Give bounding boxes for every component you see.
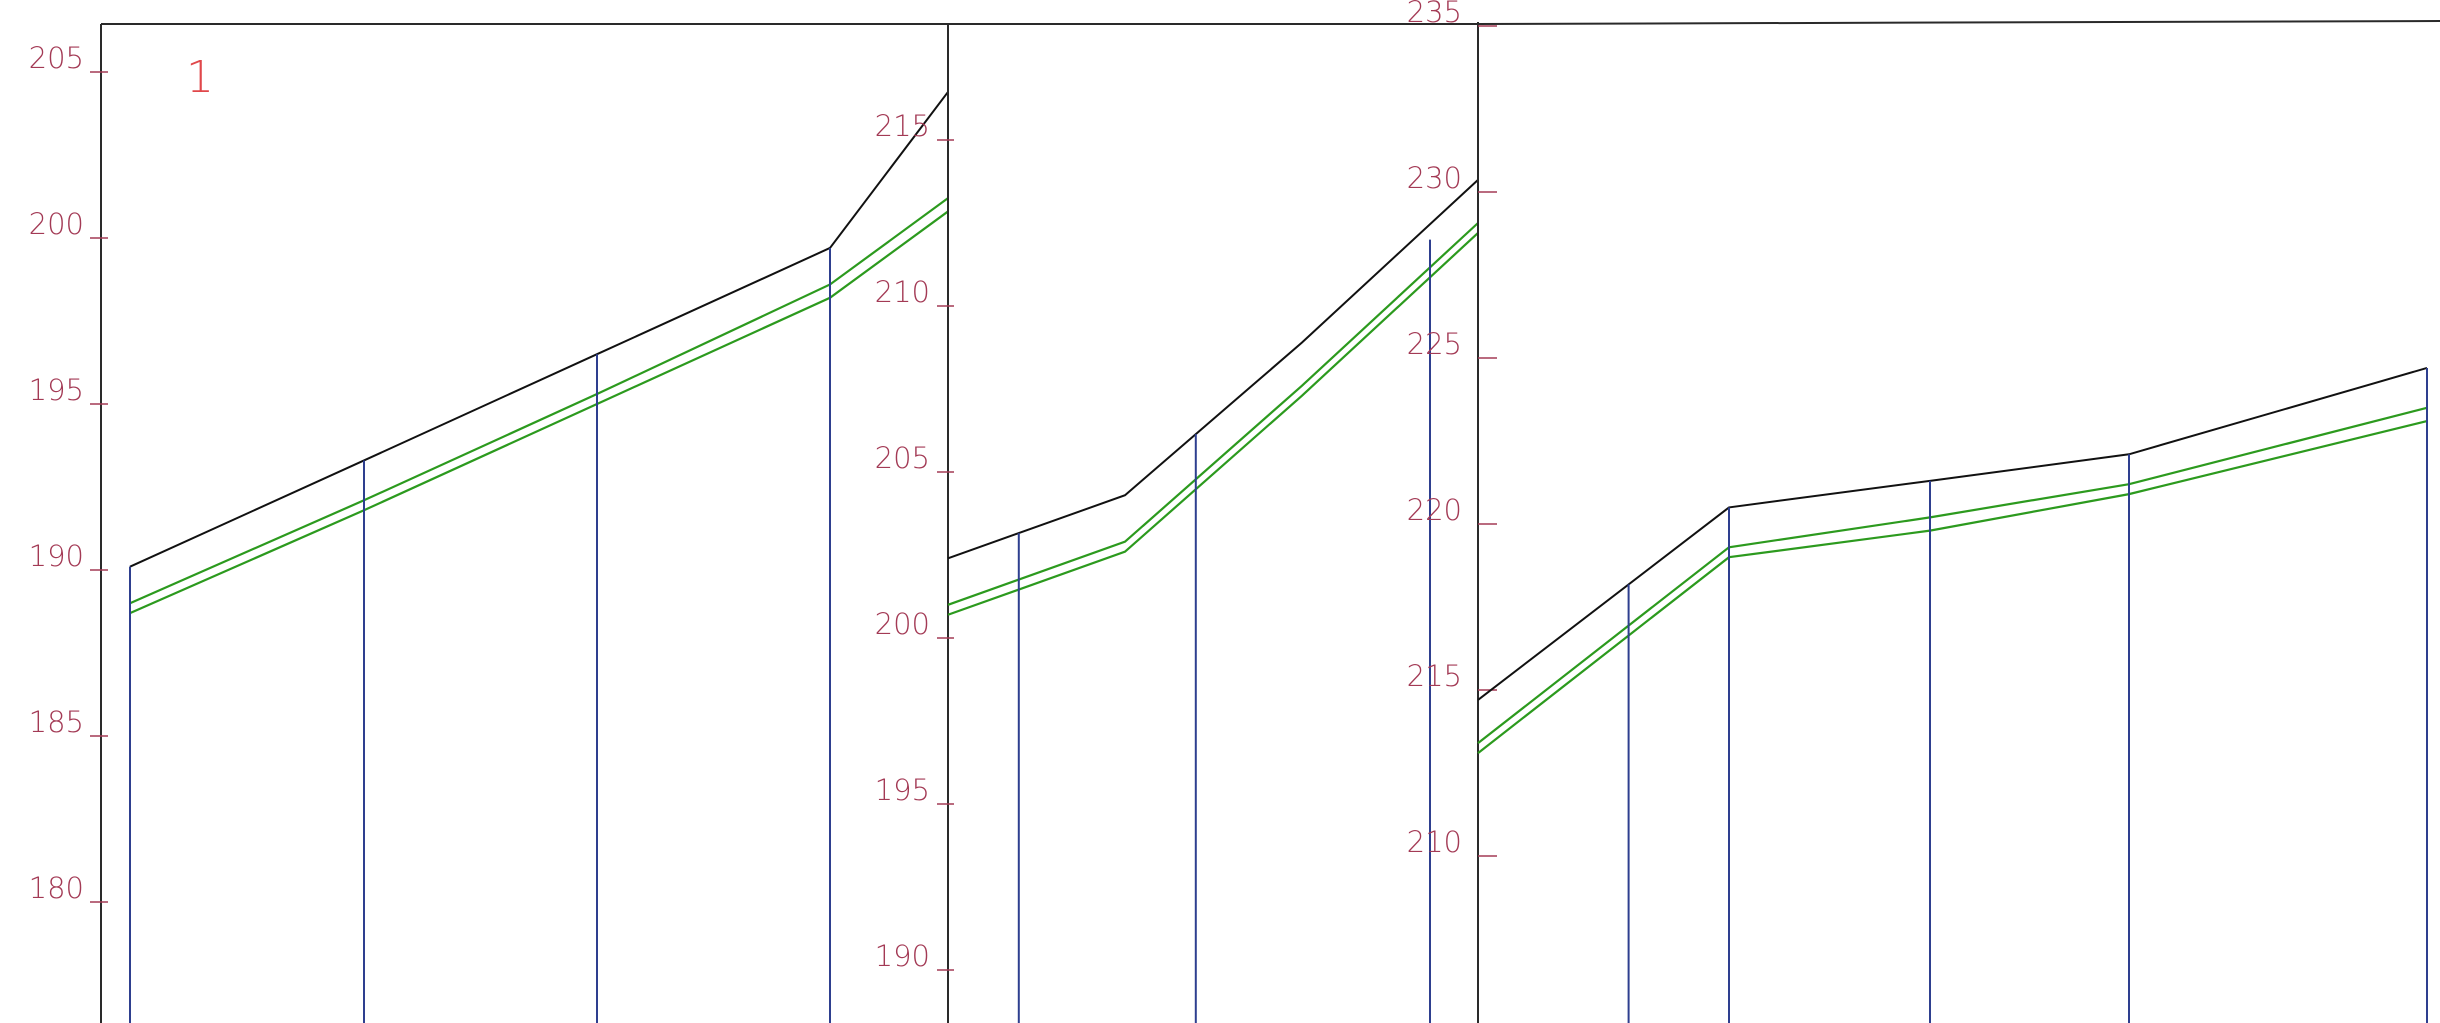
series-line-1 <box>1477 366 2428 701</box>
y-tick-label-205: 205 <box>29 41 84 75</box>
series-line-1 <box>129 91 949 568</box>
series-line-3 <box>129 210 949 615</box>
y-tick-label-190: 190 <box>29 539 84 573</box>
y-tick-label-225: 225 <box>1407 327 1462 361</box>
y-tick-label-220: 220 <box>1407 493 1462 527</box>
y-tick-label-200: 200 <box>875 607 930 641</box>
series-line-2 <box>129 197 949 605</box>
y-tick-label-200: 200 <box>29 207 84 241</box>
y-tick-label-190: 190 <box>875 939 930 973</box>
y-tick-label-215: 215 <box>875 109 930 143</box>
profile-panel-2: 190 195 200 205 210 215 <box>875 24 1479 1023</box>
series-line-2 <box>1477 406 2428 744</box>
y-tick-label-205: 205 <box>875 441 930 475</box>
y-tick-label-195: 195 <box>29 373 84 407</box>
series-line-3 <box>947 232 1479 616</box>
y-tick-label-180: 180 <box>29 871 84 905</box>
y-tick-label-210: 210 <box>875 275 930 309</box>
series-line-2 <box>947 222 1479 606</box>
series-line-1 <box>947 179 1479 560</box>
series-line-3 <box>1477 420 2428 754</box>
y-tick-label-185: 185 <box>29 705 84 739</box>
profile-panel-1: 180 185 190 195 200 205 1 <box>29 24 949 1023</box>
y-tick-label-195: 195 <box>875 773 930 807</box>
y-tick-label-210: 210 <box>1407 825 1462 859</box>
panel-number-label: 1 <box>186 52 214 103</box>
y-tick-label-230: 230 <box>1407 161 1462 195</box>
y-tick-label-215: 215 <box>1407 659 1462 693</box>
frame-top-3 <box>1477 20 2440 25</box>
